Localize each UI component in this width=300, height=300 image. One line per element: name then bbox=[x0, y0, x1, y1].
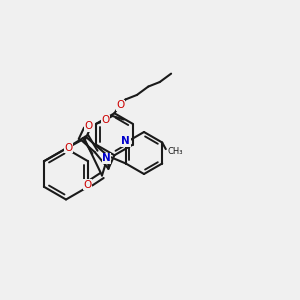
Text: O: O bbox=[116, 100, 124, 110]
Text: CH₃: CH₃ bbox=[167, 147, 183, 156]
Text: O: O bbox=[84, 122, 92, 131]
Text: O: O bbox=[83, 179, 92, 190]
Text: O: O bbox=[64, 143, 73, 153]
Text: O: O bbox=[102, 116, 110, 125]
Text: N: N bbox=[122, 136, 130, 146]
Text: N: N bbox=[102, 153, 111, 164]
